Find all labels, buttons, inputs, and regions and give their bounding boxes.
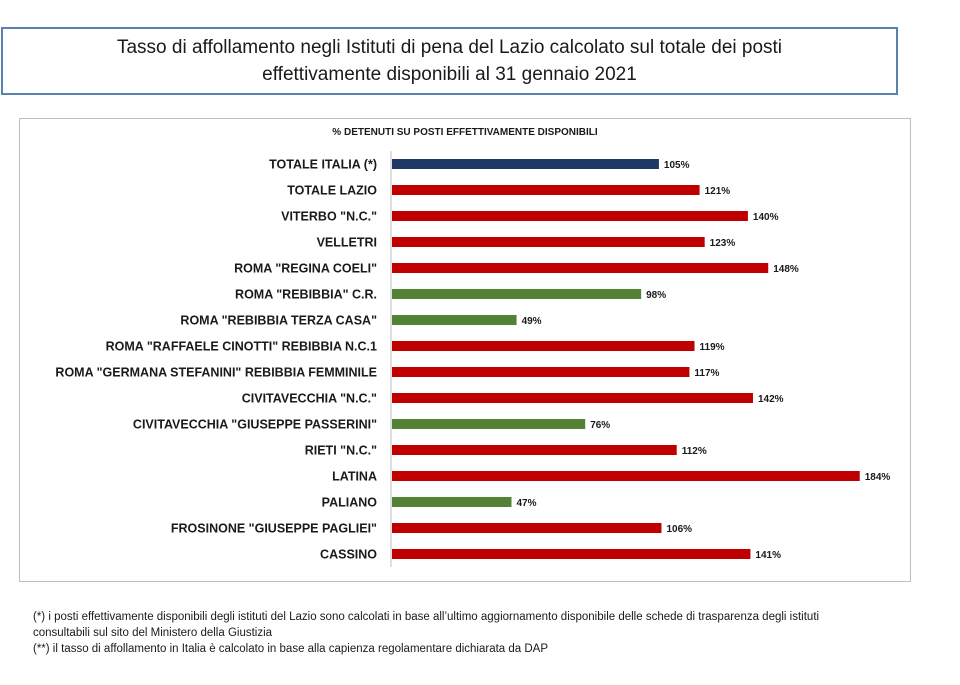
bar <box>392 419 586 429</box>
category-label: CIVITAVECCHIA "GIUSEPPE PASSERINI" <box>133 418 377 432</box>
footnote-line-2: consultabili sul sito del Ministero dell… <box>33 627 273 639</box>
footnotes: (*) i posti effettivamente disponibili d… <box>33 609 933 657</box>
bar <box>392 315 517 325</box>
bar <box>392 393 753 403</box>
page-title-line-2: effettivamente disponibili al 31 gennaio… <box>262 64 637 85</box>
data-label: 98% <box>646 290 666 301</box>
category-label: FROSINONE "GIUSEPPE PAGLIEI" <box>171 522 377 536</box>
bar <box>392 367 690 377</box>
category-label: ROMA "REBIBBIA TERZA CASA" <box>180 314 377 328</box>
title-box: Tasso di affollamento negli Istituti di … <box>1 27 898 95</box>
category-label: TOTALE ITALIA (*) <box>269 158 377 172</box>
category-label: LATINA <box>332 470 377 484</box>
footnote-line-3: (**) il tasso di affollamento in Italia … <box>33 643 549 655</box>
data-label: 140% <box>753 212 779 223</box>
data-label: 148% <box>773 264 799 275</box>
data-label: 49% <box>522 316 542 327</box>
category-label: VELLETRI <box>317 236 377 250</box>
data-label: 184% <box>865 472 891 483</box>
bar <box>392 237 705 247</box>
category-label: ROMA "GERMANA STEFANINI" REBIBBIA FEMMIN… <box>55 366 377 380</box>
data-label: 117% <box>694 368 719 379</box>
data-label: 119% <box>700 342 725 353</box>
bar <box>392 523 662 533</box>
bar <box>392 263 769 273</box>
bar <box>392 445 677 455</box>
category-label: TOTALE LAZIO <box>287 184 377 198</box>
data-label: 112% <box>682 446 707 457</box>
data-label: 47% <box>516 498 536 509</box>
bar <box>392 159 659 169</box>
data-label: 76% <box>590 420 610 431</box>
data-label: 106% <box>666 524 692 535</box>
category-label: PALIANO <box>322 496 378 510</box>
data-label: 123% <box>710 238 736 249</box>
bar <box>392 341 695 351</box>
data-label: 121% <box>705 186 731 197</box>
page-title-line-1: Tasso di affollamento negli Istituti di … <box>116 37 783 58</box>
data-label: 141% <box>755 550 781 561</box>
bar-chart: % DETENUTI SU POSTI EFFETTIVAMENTE DISPO… <box>55 127 890 567</box>
bars-group: TOTALE ITALIA (*) 105% TOTALE LAZIO 121% VIT… <box>55 151 890 567</box>
category-label: VITERBO "N.C." <box>281 210 377 224</box>
footnote-line-1: (*) i posti effettivamente disponibili d… <box>33 611 820 623</box>
category-label: ROMA "RAFFAELE CINOTTI" REBIBBIA N.C.1 <box>106 340 377 354</box>
data-label: 105% <box>664 160 690 171</box>
bar <box>392 185 700 195</box>
bar <box>392 549 751 559</box>
category-label: CASSINO <box>320 548 377 562</box>
bar <box>392 471 860 481</box>
chart-area: % DETENUTI SU POSTI EFFETTIVAMENTE DISPO… <box>19 118 911 582</box>
bar <box>392 289 642 299</box>
category-label: RIETI "N.C." <box>305 444 377 458</box>
bar <box>392 211 748 221</box>
category-label: ROMA "REGINA COELI" <box>234 262 377 276</box>
chart-title: % DETENUTI SU POSTI EFFETTIVAMENTE DISPO… <box>332 127 598 138</box>
data-label: 142% <box>758 394 784 405</box>
category-label: ROMA "REBIBBIA" C.R. <box>235 288 377 302</box>
bar <box>392 497 512 507</box>
category-label: CIVITAVECCHIA "N.C." <box>242 392 377 406</box>
